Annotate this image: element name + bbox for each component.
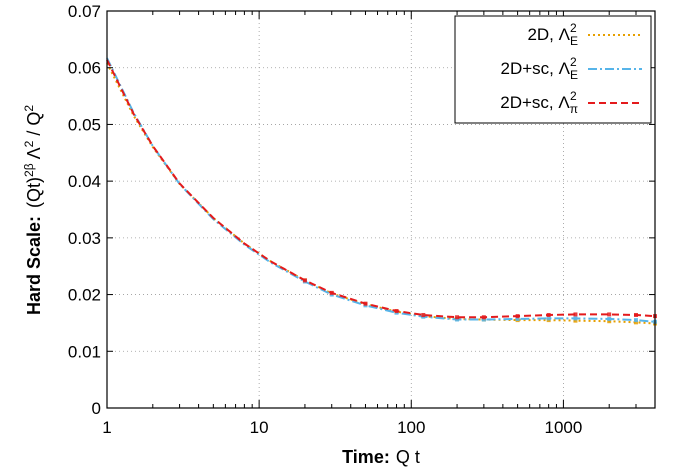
legend-entry-2: 2D+sc, ΛE2 <box>501 55 642 82</box>
series-point-2 <box>607 316 612 321</box>
series-point-3 <box>421 312 426 317</box>
x-tick-label: 10 <box>250 418 269 437</box>
ticks: 0 0.01 0.02 0.03 0.04 0.05 0.06 0.07 1 10 100 1000 <box>68 2 656 437</box>
series-point-1 <box>573 318 578 323</box>
series-point-3 <box>481 315 486 320</box>
series-point-2 <box>455 317 460 322</box>
y-tick-label: 0.05 <box>68 115 101 134</box>
series-point-3 <box>515 314 520 319</box>
series-point-2 <box>633 318 638 323</box>
series-line-2 <box>106 57 656 323</box>
x-tick-label: 1000 <box>544 418 582 437</box>
series-point-3 <box>607 312 612 317</box>
series-layer <box>106 57 657 326</box>
series-point-2 <box>573 316 578 321</box>
svg-text:2D+sc, ΛE2: 2D+sc, ΛE2 <box>501 55 578 82</box>
y-tick-label: 0.02 <box>68 286 101 305</box>
series-point-1 <box>633 320 638 325</box>
y-tick-label: 0.03 <box>68 229 101 248</box>
plot-frame <box>106 10 656 409</box>
series-line-3 <box>106 59 656 319</box>
series-point-2 <box>546 316 551 321</box>
series-point-2 <box>515 316 520 321</box>
series-point-3 <box>394 309 399 314</box>
legend-entry-3: 2D+sc, Λπ2 <box>500 89 642 116</box>
svg-text:2D, ΛE2: 2D, ΛE2 <box>527 21 578 48</box>
x-tick-label: 1 <box>102 418 111 437</box>
series-point-3 <box>546 312 551 317</box>
y-tick-label: 0.04 <box>68 172 101 191</box>
series-line-1 <box>106 62 656 325</box>
svg-text:2D+sc, Λπ2: 2D+sc, Λπ2 <box>500 89 578 116</box>
legend: 2D, ΛE2 2D+sc, ΛE2 2D+sc, Λπ2 <box>454 15 652 124</box>
series-point-3 <box>455 315 460 320</box>
y-tick-label: 0.07 <box>68 2 101 21</box>
y-tick-label: 0.06 <box>68 59 101 78</box>
legend-entry-1: 2D, ΛE2 <box>527 21 642 48</box>
series-point-2 <box>481 317 486 322</box>
x-tick-label: 100 <box>397 418 425 437</box>
series-point-1 <box>607 319 612 324</box>
series-point-3 <box>573 312 578 317</box>
y-tick-label: 0.01 <box>68 342 101 361</box>
series-point-3 <box>633 312 638 317</box>
series-point-3 <box>363 301 368 306</box>
y-tick-label: 0 <box>92 399 101 418</box>
series-point-3 <box>329 290 334 295</box>
y-axis-title: Hard Scale:(Qt)2β Λ2 / Q2 <box>22 105 44 315</box>
x-axis-title: Time: Q t <box>342 447 420 467</box>
series-point-3 <box>302 278 307 283</box>
